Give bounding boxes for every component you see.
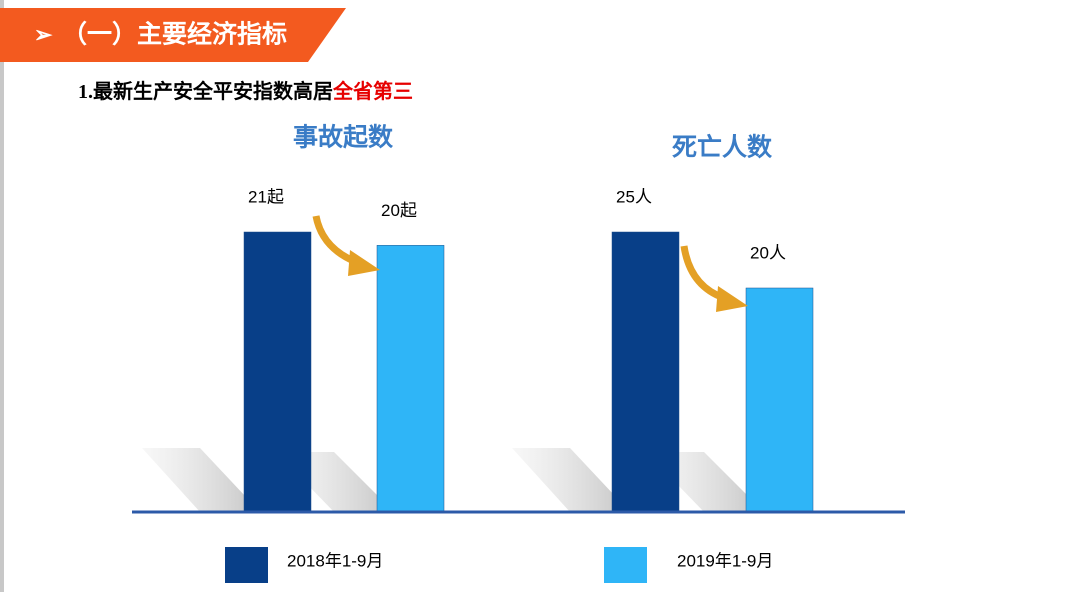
charts: 事故起数 21起 20起 死亡人数 25人 20人: [243, 124, 814, 513]
header-banner: [0, 8, 346, 62]
chart-title: 死亡人数: [672, 133, 773, 162]
subtitle: 1.最新生产安全平安指数高居全省第三: [78, 79, 413, 103]
bar-shadow: [142, 448, 260, 512]
subtitle-text: 1.最新生产安全平安指数高居: [78, 79, 333, 103]
left-edge: [0, 0, 4, 592]
value-label: 20人: [750, 243, 786, 262]
legend: 2018年1-9月 2019年1-9月: [225, 547, 773, 583]
legend-swatch: [225, 547, 268, 583]
legend-label: 2019年1-9月: [677, 551, 773, 570]
bar: [243, 231, 312, 513]
chart-title: 事故起数: [293, 124, 394, 152]
bar: [745, 287, 814, 513]
value-label: 25人: [616, 187, 652, 206]
legend-label: 2018年1-9月: [287, 551, 383, 570]
header-bullet: ➢: [34, 22, 53, 47]
bar-shadow: [512, 448, 630, 512]
bar: [611, 231, 680, 513]
trend-arrowhead: [348, 250, 380, 276]
bar: [376, 245, 445, 513]
legend-swatch: [604, 547, 647, 583]
value-label: 21起: [248, 187, 284, 206]
value-label: 20起: [381, 201, 417, 220]
header-title: （一）主要经济指标: [62, 20, 287, 49]
subtitle-highlight: 全省第三: [332, 79, 413, 103]
trend-arrowhead: [716, 286, 748, 312]
